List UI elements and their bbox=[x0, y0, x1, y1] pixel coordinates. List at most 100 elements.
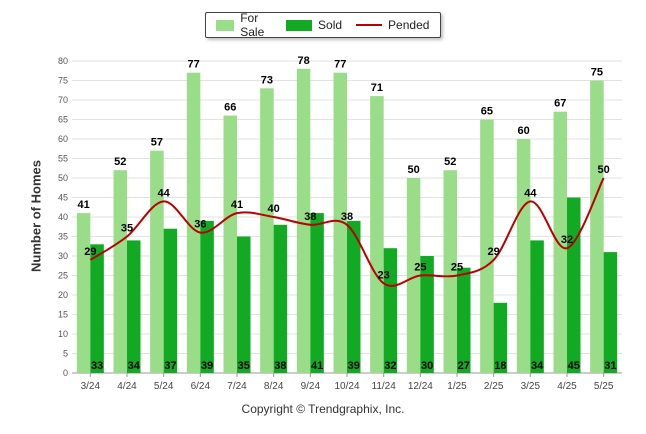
legend-label-sold: Sold bbox=[318, 18, 343, 32]
x-tick-label: 7/24 bbox=[227, 381, 247, 392]
label-sold: 37 bbox=[164, 360, 176, 372]
label-sold: 18 bbox=[494, 360, 506, 372]
label-for-sale: 65 bbox=[481, 106, 493, 118]
legend-swatch-for-sale bbox=[216, 19, 235, 31]
y-tick-label: 15 bbox=[58, 310, 68, 320]
label-pended: 44 bbox=[158, 187, 171, 199]
bar-sold[interactable] bbox=[457, 267, 471, 373]
y-tick-label: 45 bbox=[58, 193, 68, 203]
x-tick-label: 12/24 bbox=[408, 381, 433, 392]
label-sold: 45 bbox=[568, 360, 580, 372]
label-sold: 39 bbox=[348, 360, 360, 372]
label-sold: 32 bbox=[384, 360, 396, 372]
bar-for-sale[interactable] bbox=[260, 88, 274, 374]
label-for-sale: 50 bbox=[407, 164, 419, 176]
y-axis-ticks: 0 5 10 15 20 25 30 35 40 45 50 55 60 65 70 75 80 bbox=[58, 56, 68, 378]
bar-sold[interactable] bbox=[383, 248, 398, 373]
label-for-sale: 41 bbox=[77, 199, 89, 211]
x-tick-label: 5/24 bbox=[154, 381, 174, 392]
y-tick-label: 55 bbox=[58, 154, 68, 164]
bar-sold[interactable] bbox=[567, 197, 581, 374]
label-sold: 27 bbox=[458, 360, 470, 372]
y-tick-label: 25 bbox=[58, 271, 68, 281]
label-for-sale: 75 bbox=[591, 67, 603, 79]
x-tick-label: 5/25 bbox=[594, 381, 614, 392]
legend-item-sold[interactable]: Sold bbox=[286, 18, 342, 32]
x-tick-label: 1/25 bbox=[447, 381, 467, 392]
legend-swatch-sold bbox=[286, 19, 313, 31]
bar-for-sale[interactable] bbox=[443, 170, 458, 373]
x-tick-label: 8/24 bbox=[264, 381, 284, 392]
x-tick-label: 11/24 bbox=[372, 381, 397, 392]
bar-sold[interactable] bbox=[163, 228, 178, 373]
label-sold: 34 bbox=[531, 360, 544, 372]
legend-label-for-sale: For Sale bbox=[240, 11, 265, 39]
bar-for-sale[interactable] bbox=[516, 139, 531, 373]
bar-for-sale[interactable] bbox=[150, 150, 164, 373]
label-for-sale: 73 bbox=[261, 74, 273, 86]
bar-sold[interactable] bbox=[273, 224, 288, 373]
label-sold: 38 bbox=[274, 360, 286, 372]
y-tick-label: 70 bbox=[58, 95, 68, 105]
label-for-sale: 60 bbox=[517, 125, 529, 137]
bar-for-sale[interactable] bbox=[406, 178, 421, 373]
bar-sold[interactable] bbox=[90, 244, 104, 373]
label-for-sale: 77 bbox=[187, 59, 199, 71]
bar-sold[interactable] bbox=[127, 240, 141, 373]
chart-legend: For Sale Sold Pended bbox=[205, 11, 441, 39]
bar-for-sale[interactable] bbox=[76, 213, 91, 373]
bar-for-sale[interactable] bbox=[333, 72, 348, 373]
x-tick-label: 4/24 bbox=[117, 381, 137, 392]
x-tick-label: 3/24 bbox=[81, 381, 101, 392]
label-sold: 31 bbox=[604, 360, 616, 372]
y-tick-label: 30 bbox=[58, 251, 68, 261]
bar-for-sale[interactable] bbox=[223, 115, 238, 373]
label-sold: 33 bbox=[91, 360, 103, 372]
bar-sold[interactable] bbox=[530, 240, 544, 373]
x-tick-label: 4/25 bbox=[557, 381, 577, 392]
bar-sold[interactable] bbox=[420, 256, 434, 373]
legend-item-pended[interactable]: Pended bbox=[356, 18, 429, 32]
x-axis-ticks: 3/24 4/24 5/24 6/24 7/24 8/24 9/24 10/24 11/24 12… bbox=[81, 373, 614, 392]
label-pended: 40 bbox=[268, 203, 280, 215]
bar-sold[interactable] bbox=[347, 220, 361, 373]
bar-for-sale[interactable] bbox=[553, 111, 568, 373]
data-labels: 41 33 52 34 57 37 77 39 66 35 73 38 78 41 77 39 71 32 50 30… bbox=[77, 55, 616, 372]
bar-for-sale[interactable] bbox=[370, 96, 384, 373]
legend-swatch-pended bbox=[356, 24, 383, 26]
label-for-sale: 52 bbox=[444, 156, 456, 168]
label-pended: 32 bbox=[561, 234, 573, 246]
bar-sold[interactable] bbox=[237, 236, 251, 374]
label-for-sale: 78 bbox=[297, 55, 309, 67]
label-sold: 41 bbox=[311, 360, 323, 372]
y-tick-label: 10 bbox=[58, 329, 68, 339]
legend-label-pended: Pended bbox=[388, 18, 430, 32]
pended-line[interactable] bbox=[89, 177, 605, 287]
bar-for-sale[interactable] bbox=[186, 72, 201, 373]
label-sold: 39 bbox=[201, 360, 213, 372]
label-sold: 34 bbox=[128, 360, 141, 372]
bar-sold[interactable] bbox=[200, 220, 214, 373]
y-tick-label: 80 bbox=[58, 56, 68, 66]
bar-for-sale[interactable] bbox=[480, 119, 494, 374]
y-tick-label: 0 bbox=[63, 368, 68, 378]
x-tick-label: 3/25 bbox=[521, 381, 541, 392]
copyright-text: Copyright © Trendgraphix, Inc. bbox=[241, 402, 405, 416]
label-for-sale: 52 bbox=[114, 156, 126, 168]
legend-item-for-sale[interactable]: For Sale bbox=[216, 11, 272, 39]
y-tick-label: 20 bbox=[58, 290, 68, 300]
bar-for-sale[interactable] bbox=[113, 170, 128, 373]
bar-sold[interactable] bbox=[493, 302, 508, 373]
bar-sold[interactable] bbox=[310, 213, 324, 373]
y-tick-label: 40 bbox=[58, 212, 68, 222]
bar-for-sale[interactable] bbox=[590, 80, 604, 374]
y-tick-label: 5 bbox=[63, 349, 68, 359]
bar-for-sale[interactable] bbox=[296, 68, 311, 374]
label-pended: 38 bbox=[341, 211, 353, 223]
label-for-sale: 66 bbox=[224, 102, 236, 114]
bar-sold[interactable] bbox=[603, 252, 618, 373]
label-for-sale: 71 bbox=[371, 82, 383, 94]
label-pended: 25 bbox=[451, 262, 463, 274]
label-sold: 35 bbox=[238, 360, 250, 372]
